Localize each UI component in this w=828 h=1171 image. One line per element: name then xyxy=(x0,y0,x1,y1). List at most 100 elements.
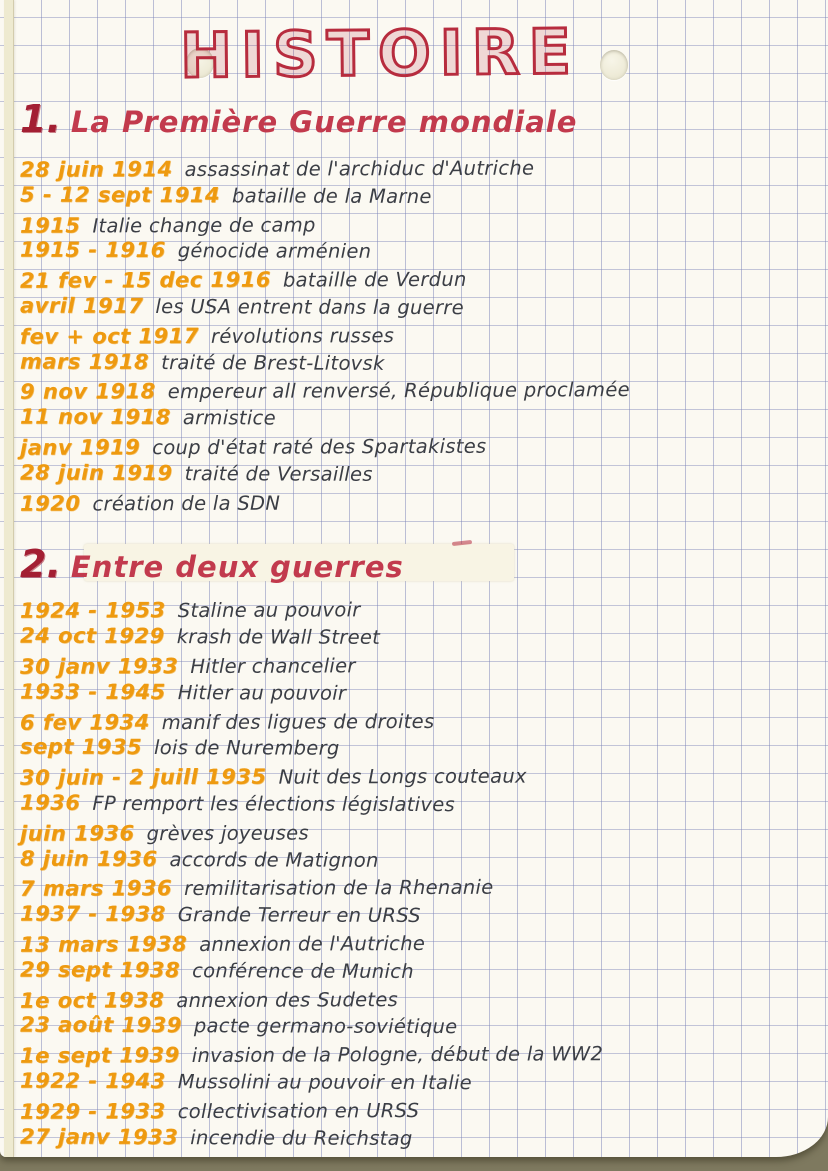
entry-text: empereur all renversé, République procla… xyxy=(167,378,630,404)
entry-text: accords de Matignon xyxy=(169,847,379,872)
entry-date: 13 mars 1938 xyxy=(19,931,188,957)
section-heading: 2. Entre deux guerres xyxy=(20,541,828,587)
entry-text: annexion des Sudetes xyxy=(176,987,399,1012)
entry-text: krash de Wall Street xyxy=(176,625,381,650)
timeline-entry: 30 janv 1933 Hitler chancelier xyxy=(20,650,828,681)
timeline-entry: 1e sept 1939 invasion de la Pologne, débu… xyxy=(20,1039,828,1070)
entry-text: traité de Versailles xyxy=(184,461,373,486)
timeline-entries: 28 juin 1914 assassinat de l'archiduc d'A… xyxy=(20,155,828,516)
section-title: Entre deux guerres xyxy=(70,550,404,585)
page-edge-strip xyxy=(4,0,14,1157)
timeline-entries: 1924 - 1953 Staline au pouvoir 24 oct 1929… xyxy=(20,596,828,1152)
entry-date: 1929 - 1933 xyxy=(19,1098,166,1124)
entry-text: bataille de Verdun xyxy=(282,268,467,292)
timeline-entry: 5 - 12 sept 1914 bataille de la Marne xyxy=(20,181,828,212)
timeline-entry: 23 août 1939 pacte germano-soviétique xyxy=(20,1012,828,1043)
entry-date: sept 1935 xyxy=(19,734,143,760)
entry-text: remilitarisation de la Rhenanie xyxy=(184,876,494,901)
entry-text: incendie du Reichstag xyxy=(190,1125,413,1150)
entry-text: grèves joyeuses xyxy=(146,821,309,845)
entry-date: janv 1919 xyxy=(19,435,141,460)
entry-text: bataille de la Marne xyxy=(232,184,432,208)
timeline-entry: 29 sept 1938 conférence de Munich xyxy=(20,956,828,987)
section-title: La Première Guerre mondiale xyxy=(70,105,578,139)
entry-date: 1924 - 1953 xyxy=(19,598,166,624)
entry-text: collectivisation en URSS xyxy=(177,1098,420,1123)
entry-date: 1e oct 1938 xyxy=(19,987,165,1013)
timeline-entry: 28 juin 1919 traité de Versailles xyxy=(20,459,828,490)
entry-date: 21 fev - 15 dec 1916 xyxy=(19,267,272,293)
timeline-entry: 24 oct 1929 krash de Wall Street xyxy=(20,623,828,654)
timeline-entry: 1936 FP remport les élections législative… xyxy=(20,790,828,821)
entry-text: conférence de Munich xyxy=(192,958,414,983)
sections-container: 1. La Première Guerre mondiale 28 juin 191… xyxy=(20,96,828,1152)
entry-date: avril 1917 xyxy=(19,293,144,319)
entry-text: lois de Nuremberg xyxy=(154,736,340,761)
timeline-entry: avril 1917 les USA entrent dans la guerre xyxy=(20,293,828,324)
entry-text: annexion de l'Autriche xyxy=(199,931,426,956)
entry-text: armistice xyxy=(182,406,276,430)
section-heading: 1. La Première Guerre mondiale xyxy=(20,96,828,142)
entry-date: 27 janv 1933 xyxy=(19,1124,179,1149)
entry-date: 28 juin 1914 xyxy=(19,157,173,182)
timeline-entry: 11 nov 1918 armistice xyxy=(20,404,828,435)
timeline-entry: sept 1935 lois de Nuremberg xyxy=(20,734,828,765)
entry-text: pacte germano-soviétique xyxy=(193,1014,458,1039)
timeline-entry: 27 janv 1933 incendie du Reichstag xyxy=(20,1123,828,1154)
timeline-entry: 6 fev 1934 manif des ligues de droites xyxy=(20,706,828,737)
entry-text: révolutions russes xyxy=(210,323,395,348)
entry-date: 7 mars 1936 xyxy=(19,876,173,902)
entry-text: Italie change de camp xyxy=(92,213,316,238)
entry-date: 23 août 1939 xyxy=(19,1012,182,1038)
entry-date: 1e sept 1939 xyxy=(19,1043,180,1068)
entry-date: 1920 xyxy=(19,491,81,516)
timeline-entry: mars 1918 traité de Brest-Litovsk xyxy=(20,348,828,379)
entry-date: 29 sept 1938 xyxy=(19,957,181,982)
entry-text: Hitler au pouvoir xyxy=(177,680,347,705)
timeline-entry: 9 nov 1918 empereur all renversé, Républi… xyxy=(20,376,828,407)
timeline-entry: 8 juin 1936 accords de Matignon xyxy=(20,845,828,876)
entry-date: 8 juin 1936 xyxy=(19,846,158,871)
punch-hole xyxy=(600,50,628,80)
entry-date: 9 nov 1918 xyxy=(19,379,156,405)
entry-text: Staline au pouvoir xyxy=(177,598,361,623)
entry-date: juin 1936 xyxy=(19,820,135,846)
timeline-entry: 1924 - 1953 Staline au pouvoir xyxy=(20,595,828,626)
timeline-entry: 7 mars 1936 remilitarisation de la Rhenan… xyxy=(20,873,828,904)
entry-date: 1922 - 1943 xyxy=(19,1068,166,1094)
entry-date: 30 janv 1933 xyxy=(19,654,179,679)
entry-text: les USA entrent dans la guerre xyxy=(155,295,464,320)
entry-text: Nuit des Longs couteaux xyxy=(278,764,527,789)
timeline-entry: 1922 - 1943 Mussolini au pouvoir en Itali… xyxy=(20,1067,828,1098)
entry-date: 1915 - 1916 xyxy=(19,237,166,263)
section-2: 2. Entre deux guerres 1924 - 1953 Staline a… xyxy=(20,541,828,1152)
timeline-entry: fev + oct 1917 révolutions russes xyxy=(20,320,828,351)
entry-text: coup d'état raté des Spartakistes xyxy=(152,434,487,460)
entry-text: Mussolini au pouvoir en Italie xyxy=(177,1070,473,1095)
entry-text: génocide arménien xyxy=(177,239,372,264)
section-1: 1. La Première Guerre mondiale 28 juin 191… xyxy=(20,96,828,516)
timeline-entry: 1937 - 1938 Grande Terreur en URSS xyxy=(20,901,828,932)
entry-text: Grande Terreur en URSS xyxy=(177,903,421,928)
entry-text: Hitler chancelier xyxy=(190,654,356,678)
timeline-entry: 21 fev - 15 dec 1916 bataille de Verdun xyxy=(20,264,828,295)
entry-date: 1936 xyxy=(19,790,81,815)
entry-date: 5 - 12 sept 1914 xyxy=(19,182,221,208)
timeline-entry: 28 juin 1914 assassinat de l'archiduc d'A… xyxy=(20,153,828,184)
timeline-entry: 1915 - 1916 génocide arménien xyxy=(20,237,828,268)
entry-text: manif des ligues de droites xyxy=(161,709,435,734)
entry-date: 1915 xyxy=(19,213,81,238)
entry-text: création de la SDN xyxy=(92,491,281,516)
timeline-entry: 13 mars 1938 annexion de l'Autriche xyxy=(20,928,828,959)
correction-fluid-band xyxy=(84,544,514,582)
timeline-entry: 1920 création de la SDN xyxy=(20,487,828,518)
entry-date: 1937 - 1938 xyxy=(19,901,166,927)
entry-text: FP remport les élections législatives xyxy=(92,791,456,817)
entry-date: 11 nov 1918 xyxy=(19,404,171,430)
entry-date: fev + oct 1917 xyxy=(19,323,200,349)
entry-text: assassinat de l'archiduc d'Autriche xyxy=(184,156,535,182)
entry-date: mars 1918 xyxy=(19,349,150,374)
timeline-entry: 1929 - 1933 collectivisation en URSS xyxy=(20,1095,828,1126)
timeline-entry: janv 1919 coup d'état raté des Spartakist… xyxy=(20,431,828,462)
